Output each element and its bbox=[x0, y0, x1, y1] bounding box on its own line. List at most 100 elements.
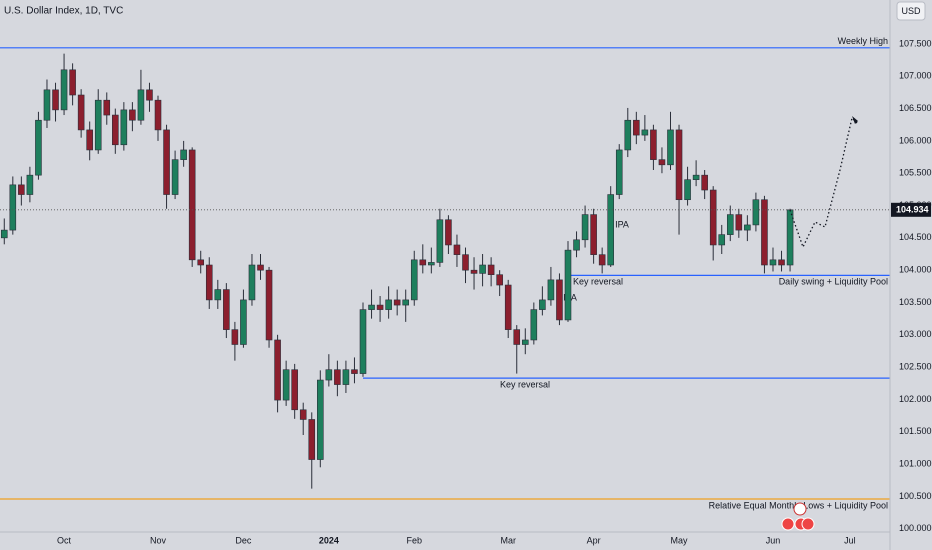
event-icon bbox=[793, 502, 807, 516]
chart-title: U.S. Dollar Index, 1D, TVC bbox=[4, 6, 123, 17]
last-price-label: 104.934 bbox=[896, 205, 929, 215]
candle-body bbox=[376, 304, 384, 310]
candle-body bbox=[368, 304, 375, 310]
candle-body bbox=[539, 299, 546, 310]
candle-body bbox=[171, 159, 179, 195]
candle-body bbox=[530, 309, 538, 341]
candle-body bbox=[342, 369, 350, 385]
event-icon bbox=[801, 517, 815, 531]
candle-body bbox=[453, 244, 461, 255]
plot-area: Weekly High Daily swing + Liquidity Pool K… bbox=[0, 36, 890, 510]
candle-body bbox=[428, 262, 435, 266]
candle-body bbox=[291, 369, 298, 411]
candle-body bbox=[445, 219, 452, 246]
candle-body bbox=[615, 149, 623, 195]
x-tick-label: Apr bbox=[587, 535, 601, 545]
candle-body bbox=[248, 264, 256, 301]
candle-body bbox=[470, 269, 478, 274]
level-label: Key reversal bbox=[500, 379, 550, 389]
candle-body bbox=[52, 89, 59, 111]
candle-body bbox=[359, 309, 367, 374]
candle-body bbox=[0, 229, 8, 239]
candle-body bbox=[419, 259, 427, 266]
x-tick-label: Mar bbox=[500, 535, 516, 545]
y-tick-label: 107.000 bbox=[899, 71, 932, 81]
candle-body bbox=[624, 119, 632, 151]
y-tick-label: 104.000 bbox=[899, 265, 932, 275]
candle-body bbox=[69, 69, 76, 96]
candle-body bbox=[718, 234, 726, 246]
candle-body bbox=[769, 259, 777, 266]
x-tick-label: Feb bbox=[406, 535, 422, 545]
candle-body bbox=[581, 214, 589, 241]
candle-body bbox=[223, 289, 230, 330]
annotation: Key reversal bbox=[573, 276, 623, 286]
candle-body bbox=[786, 209, 794, 266]
candle-body bbox=[735, 214, 743, 231]
candle-body bbox=[205, 264, 213, 301]
level-label: Weekly High bbox=[838, 36, 888, 46]
candle-body bbox=[709, 189, 717, 246]
candle-body bbox=[393, 299, 401, 306]
candle-body bbox=[402, 299, 409, 306]
y-tick-label: 104.500 bbox=[899, 232, 932, 242]
candle-body bbox=[299, 409, 307, 420]
candle-body bbox=[129, 109, 136, 121]
x-tick-label: Jun bbox=[766, 535, 781, 545]
candle-body bbox=[436, 219, 444, 263]
candle-body bbox=[607, 194, 614, 266]
candle-body bbox=[94, 99, 102, 151]
candle-body bbox=[18, 184, 25, 195]
candle-body bbox=[317, 379, 324, 460]
candle-body bbox=[590, 214, 597, 255]
candle-body bbox=[86, 129, 93, 151]
candle-body bbox=[633, 119, 640, 136]
y-tick-label: 100.500 bbox=[899, 491, 932, 501]
candle-body bbox=[60, 69, 68, 111]
candle-body bbox=[761, 199, 768, 266]
candle-body bbox=[26, 174, 34, 195]
event-icon bbox=[781, 517, 795, 531]
candle-body bbox=[146, 89, 153, 101]
y-tick-label: 100.000 bbox=[899, 523, 932, 533]
candle-body bbox=[180, 149, 187, 160]
x-tick-label: May bbox=[671, 535, 689, 545]
candle-body bbox=[103, 99, 111, 116]
currency-button[interactable] bbox=[896, 1, 926, 21]
candle-body bbox=[667, 129, 674, 166]
candle-body bbox=[650, 129, 657, 160]
candle-body bbox=[598, 254, 606, 266]
x-tick-label: Nov bbox=[150, 535, 167, 545]
candle-body bbox=[726, 214, 734, 235]
y-tick-label: 106.000 bbox=[899, 135, 932, 145]
candle-body bbox=[240, 299, 247, 345]
candle-body bbox=[163, 129, 170, 195]
candle-body bbox=[308, 419, 316, 460]
candle-body bbox=[692, 174, 700, 180]
candle-body bbox=[282, 369, 290, 401]
currency-label[interactable]: USD bbox=[901, 6, 921, 16]
candle-body bbox=[496, 274, 503, 286]
candle-body bbox=[257, 264, 264, 271]
candle-body bbox=[325, 369, 333, 381]
candle-body bbox=[188, 149, 196, 261]
candle-body bbox=[684, 179, 691, 201]
candle-body bbox=[487, 264, 495, 275]
last-price-box bbox=[891, 202, 931, 217]
candle-body bbox=[137, 89, 145, 121]
y-tick-label: 106.500 bbox=[899, 103, 932, 113]
candle-body bbox=[658, 159, 666, 166]
candle-body bbox=[521, 339, 529, 345]
candle-body bbox=[573, 239, 580, 251]
x-tick-label: Jul bbox=[844, 535, 856, 545]
candle-body bbox=[265, 269, 273, 341]
candle-body bbox=[197, 259, 205, 266]
y-tick-label: 103.500 bbox=[899, 297, 932, 307]
candle-body bbox=[274, 339, 281, 401]
y-tick-label: 101.000 bbox=[899, 458, 932, 468]
candle-body bbox=[752, 199, 760, 226]
y-tick-label: 103.000 bbox=[899, 329, 932, 339]
x-tick-label: Dec bbox=[235, 535, 252, 545]
